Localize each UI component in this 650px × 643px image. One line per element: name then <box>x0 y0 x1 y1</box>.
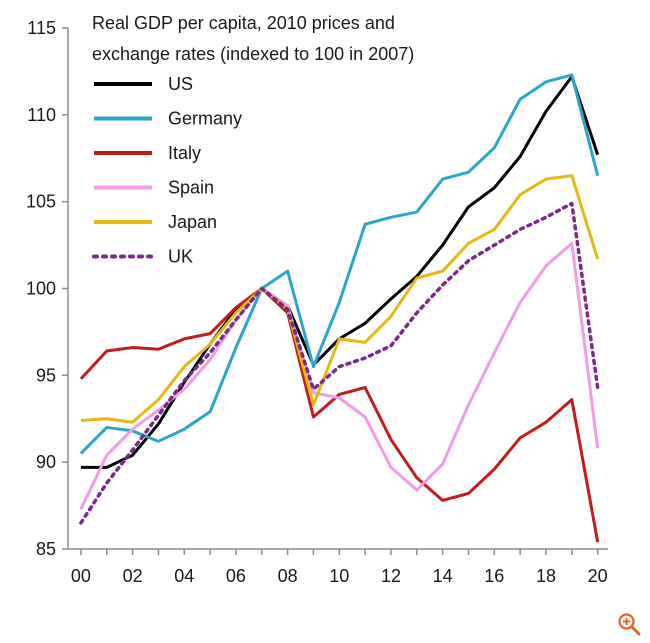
x-tick-label: 12 <box>381 566 401 586</box>
x-tick-label: 00 <box>71 566 91 586</box>
zoom-in-button[interactable] <box>616 611 642 637</box>
series-line-germany <box>79 73 600 455</box>
chart-title-line-1: Real GDP per capita, 2010 prices and <box>92 13 395 33</box>
x-tick-label: 20 <box>588 566 608 586</box>
y-ticks: 85 90 95 100 105 110 115 <box>26 18 68 559</box>
legend-label-us: US <box>168 74 193 94</box>
x-tick-label: 04 <box>174 566 194 586</box>
x-tick-label: 16 <box>484 566 504 586</box>
y-tick-label: 115 <box>27 18 56 38</box>
x-ticks: 00 02 04 06 08 10 12 14 16 18 20 <box>71 549 608 586</box>
y-tick-label: 100 <box>26 279 56 299</box>
chart-title: Real GDP per capita, 2010 prices and exc… <box>92 13 414 64</box>
axes: 85 90 95 100 105 110 115 00 02 04 06 08 10 12 14 16 18 2… <box>26 18 608 586</box>
y-tick-label: 105 <box>26 192 56 212</box>
y-tick-label: 95 <box>36 365 56 385</box>
x-tick-label: 10 <box>329 566 349 586</box>
chart-title-line-2: exchange rates (indexed to 100 in 2007) <box>92 44 414 64</box>
legend-label-germany: Germany <box>168 109 242 129</box>
x-tick-label: 18 <box>536 566 556 586</box>
y-tick-label: 110 <box>27 105 56 125</box>
x-tick-label: 08 <box>278 566 298 586</box>
series-line-italy <box>79 287 600 543</box>
legend: US Germany Italy Spain Japan UK <box>92 74 242 267</box>
series-lines <box>79 73 600 543</box>
y-tick-label: 85 <box>36 539 56 559</box>
series-line-spain <box>79 241 600 510</box>
zoom-in-icon <box>618 613 641 636</box>
x-tick-label: 14 <box>433 566 453 586</box>
legend-label-uk: UK <box>168 247 193 267</box>
x-tick-label: 06 <box>226 566 246 586</box>
y-tick-label: 90 <box>36 452 56 472</box>
series-line-uk <box>79 201 600 525</box>
legend-label-japan: Japan <box>168 212 217 232</box>
series-line-japan <box>80 174 600 424</box>
legend-label-spain: Spain <box>168 178 214 198</box>
x-tick-label: 02 <box>123 566 143 586</box>
legend-label-italy: Italy <box>168 143 201 163</box>
